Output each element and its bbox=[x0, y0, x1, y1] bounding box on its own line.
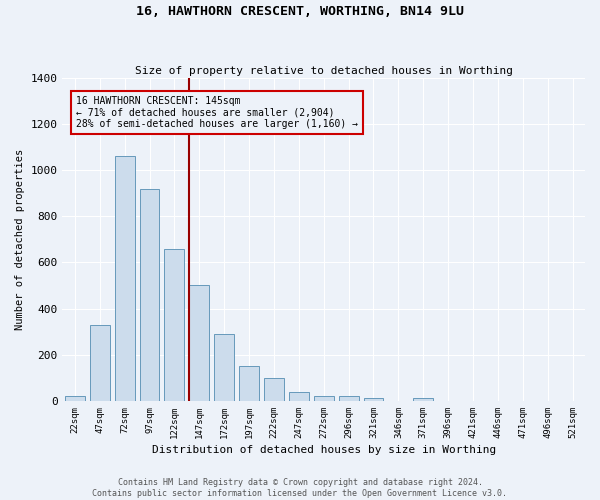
Bar bbox=[190, 286, 209, 401]
Bar bbox=[115, 156, 134, 401]
Bar bbox=[140, 188, 160, 401]
Bar bbox=[164, 248, 184, 401]
Bar bbox=[364, 398, 383, 401]
Bar bbox=[264, 378, 284, 401]
Bar bbox=[289, 392, 309, 401]
Bar bbox=[214, 334, 234, 401]
Text: 16 HAWTHORN CRESCENT: 145sqm
← 71% of detached houses are smaller (2,904)
28% of: 16 HAWTHORN CRESCENT: 145sqm ← 71% of de… bbox=[76, 96, 358, 130]
Bar bbox=[90, 324, 110, 401]
Y-axis label: Number of detached properties: Number of detached properties bbox=[15, 148, 25, 330]
Bar bbox=[338, 396, 359, 401]
Bar bbox=[65, 396, 85, 401]
X-axis label: Distribution of detached houses by size in Worthing: Distribution of detached houses by size … bbox=[152, 445, 496, 455]
Bar bbox=[413, 398, 433, 401]
Text: Contains HM Land Registry data © Crown copyright and database right 2024.
Contai: Contains HM Land Registry data © Crown c… bbox=[92, 478, 508, 498]
Bar bbox=[239, 366, 259, 401]
Title: Size of property relative to detached houses in Worthing: Size of property relative to detached ho… bbox=[135, 66, 513, 76]
Bar bbox=[314, 396, 334, 401]
Text: 16, HAWTHORN CRESCENT, WORTHING, BN14 9LU: 16, HAWTHORN CRESCENT, WORTHING, BN14 9L… bbox=[136, 5, 464, 18]
